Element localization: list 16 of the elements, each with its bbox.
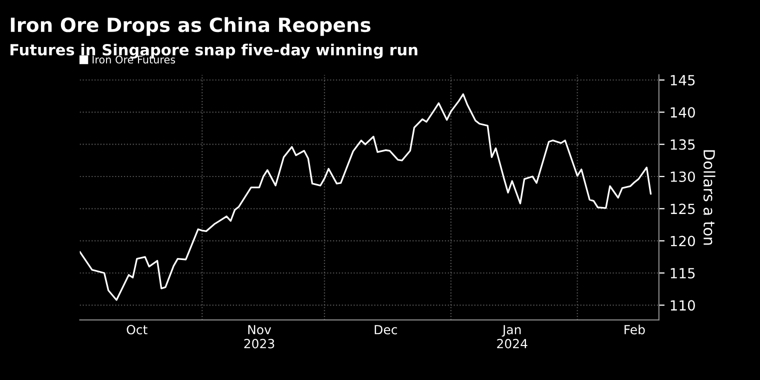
y-tick-label: 120 [670, 236, 695, 246]
y-tick-label: 145 [670, 75, 695, 86]
y-tick-label: 140 [670, 107, 695, 118]
y-tick-label: 135 [670, 139, 695, 150]
x-tick-label: Dec [374, 325, 397, 334]
x-tick-label: Feb [624, 324, 645, 334]
x-tick-label: Nov 2023 [244, 325, 274, 348]
x-tick-label: Jan 2024 [497, 325, 528, 348]
x-tick-label: Oct [126, 324, 148, 334]
y-axis-title: Dollars a ton [703, 150, 716, 245]
chart-title: Iron Ore Drops as China Reopens [10, 17, 370, 36]
y-tick-label: 110 [670, 300, 695, 311]
y-tick-label: 125 [670, 204, 695, 214]
y-tick-label: 115 [670, 268, 695, 278]
y-tick-label: 130 [670, 171, 695, 182]
line-series [80, 93, 652, 301]
